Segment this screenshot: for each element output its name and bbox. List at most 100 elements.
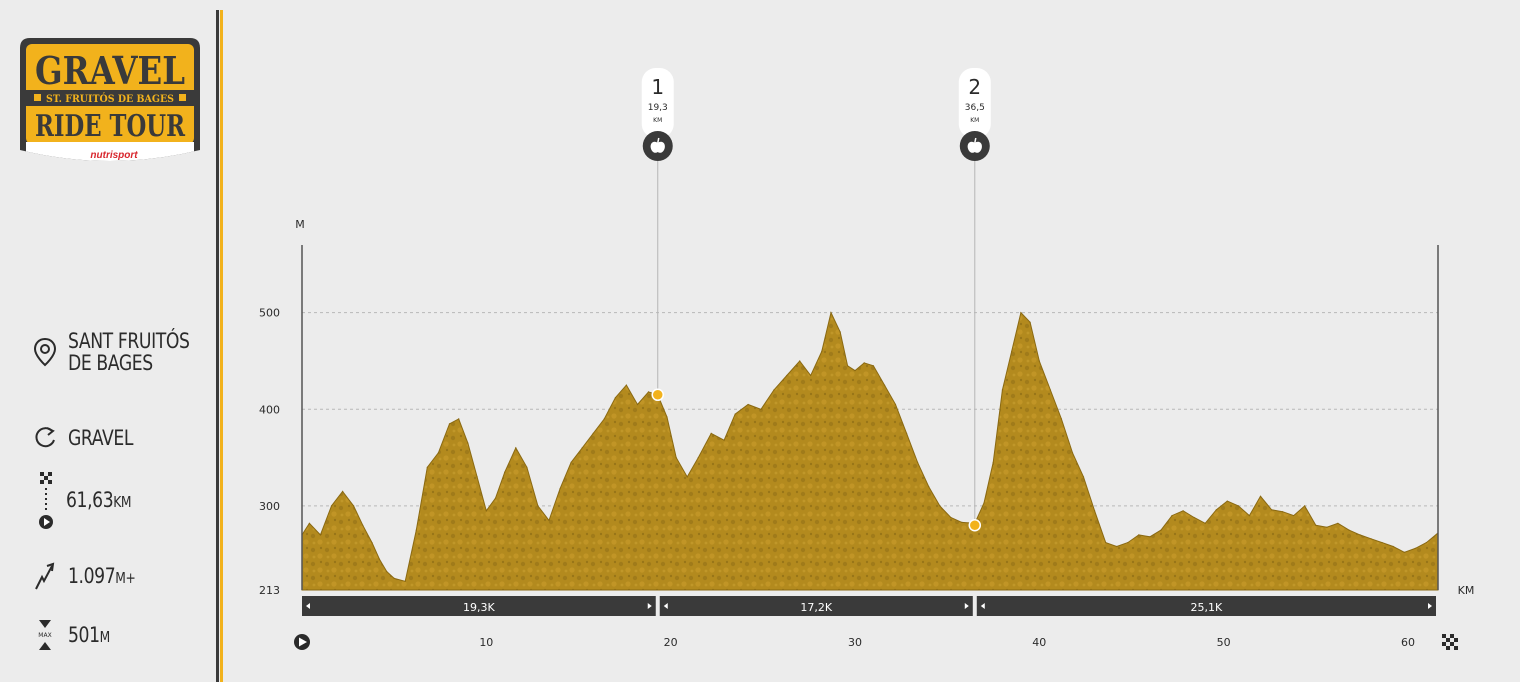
- elevation-point: [1392, 545, 1394, 548]
- elevation-point: [686, 476, 688, 478]
- elevation-point: [592, 432, 594, 434]
- segment-arrow-right: [964, 603, 969, 609]
- elevation-point: [773, 389, 775, 391]
- elevation-point: [537, 505, 539, 507]
- x-tick-label: 30: [848, 636, 862, 649]
- elevation-point: [330, 505, 333, 507]
- y-tick-label: 500: [259, 307, 280, 320]
- feed-station-number: 1: [651, 75, 664, 99]
- finish-flag-square: [1446, 646, 1450, 650]
- elevation-point: [872, 365, 875, 367]
- elevation-point: [1326, 526, 1328, 528]
- elevation-point: [548, 519, 550, 522]
- sidebar-divider-accent: [220, 10, 223, 682]
- elevation-point: [1171, 515, 1173, 517]
- logo-line2: ST. FRUITÓS DE BAGES: [46, 93, 174, 105]
- segment-label: 19,3K: [463, 601, 495, 614]
- logo-brand: nutrisport: [90, 150, 138, 161]
- finish-flag-square: [1442, 642, 1446, 646]
- elevation-point: [1193, 516, 1195, 519]
- y-axis-label: M: [295, 218, 305, 231]
- feed-station-unit: KM: [653, 117, 662, 124]
- elevation-point: [1105, 542, 1107, 544]
- elevation-point: [734, 413, 736, 415]
- elevation-point: [393, 577, 395, 580]
- elevation-point: [821, 350, 823, 352]
- segment-label: 17,2K: [800, 601, 832, 614]
- x-tick-label: 60: [1401, 636, 1415, 649]
- max-value: 501: [68, 622, 100, 647]
- logo-line1: GRAVEL: [35, 48, 185, 93]
- elevation-profile-chart: 213 300 400 500 M KM 1 19,3 KM 2 36,5 KM 19,3K 17,2…: [240, 0, 1510, 682]
- finish-flag-square: [1442, 634, 1446, 638]
- elevation-point: [810, 374, 812, 377]
- elevation-point: [1348, 529, 1350, 531]
- elevation-point: [906, 432, 908, 434]
- x-tick-label: 50: [1217, 636, 1231, 649]
- elevation-point: [854, 370, 856, 372]
- apple-stem: [657, 137, 660, 144]
- elevation-point: [1315, 524, 1317, 526]
- stat-distance: 61,63KM: [30, 470, 145, 530]
- elevation-point: [1282, 511, 1284, 513]
- elevation-point: [1182, 510, 1184, 512]
- elevation-point: [675, 457, 677, 459]
- feed-station-2[interactable]: 2 36,5 KM: [958, 68, 991, 532]
- elevation-point: [319, 534, 321, 536]
- sidebar-divider: [216, 10, 219, 682]
- elevation-point: [1359, 534, 1361, 536]
- apple-icon: [650, 137, 665, 153]
- feed-station-marker: [968, 519, 982, 532]
- elevation-point: [1425, 542, 1427, 544]
- segment-arrow-left: [980, 603, 985, 609]
- elevation-point: [1370, 538, 1372, 540]
- elevation-point: [760, 408, 762, 410]
- loop-arrow-icon: [30, 420, 60, 456]
- segment-label: 25,1K: [1191, 601, 1223, 614]
- logo-line3: RIDE TOUR: [35, 109, 186, 144]
- feed-station-km: 19,3: [648, 103, 668, 113]
- finish-flag-square: [1454, 638, 1458, 642]
- elevation-point: [799, 360, 801, 362]
- elevation-point: [666, 416, 668, 418]
- elevation-point: [950, 516, 952, 519]
- elevation-point: [839, 331, 841, 333]
- segment-arrow-left: [306, 603, 310, 609]
- elevation-point: [1116, 545, 1118, 548]
- feed-station-number: 2: [968, 75, 981, 99]
- elevation-point: [894, 403, 897, 406]
- elevation-point: [1011, 350, 1013, 352]
- x-tick-label: 40: [1032, 636, 1046, 649]
- elevation-point: [1259, 495, 1262, 497]
- elevation-point: [485, 510, 487, 512]
- elevation-point: [570, 461, 572, 463]
- apple-stem: [974, 137, 977, 144]
- elevation-area: [301, 311, 1439, 591]
- feed-station-km: 36,5: [965, 103, 985, 113]
- stat-type: GRAVEL: [30, 420, 147, 456]
- max-icon-label: MAX: [38, 632, 51, 639]
- elevation-point: [371, 542, 373, 544]
- y-tick-label: 213: [259, 584, 280, 597]
- segment-bar-rect: [976, 596, 1436, 616]
- elevation-point: [863, 362, 865, 364]
- feed-station-card: [958, 68, 991, 138]
- y-tick-label: 300: [259, 500, 280, 513]
- apple-body: [967, 141, 982, 153]
- apple-body: [650, 141, 665, 153]
- elevation-point: [1020, 312, 1022, 314]
- distance-unit: KM: [113, 492, 132, 511]
- elevation-point: [1414, 547, 1416, 550]
- finish-flag-square: [1450, 642, 1454, 646]
- elevation-point: [467, 442, 469, 444]
- elevation-point: [386, 571, 388, 573]
- feed-station-1[interactable]: 1 19,3 KM: [641, 68, 674, 402]
- feed-station-card: [641, 68, 674, 138]
- elevation-point: [1248, 515, 1250, 517]
- segment-arrow-right: [1428, 603, 1432, 609]
- elevation-point: [939, 505, 941, 507]
- elevation-point: [697, 457, 699, 459]
- elevation-point: [786, 374, 788, 377]
- elevation-point: [928, 486, 930, 488]
- elevation-point: [830, 312, 832, 314]
